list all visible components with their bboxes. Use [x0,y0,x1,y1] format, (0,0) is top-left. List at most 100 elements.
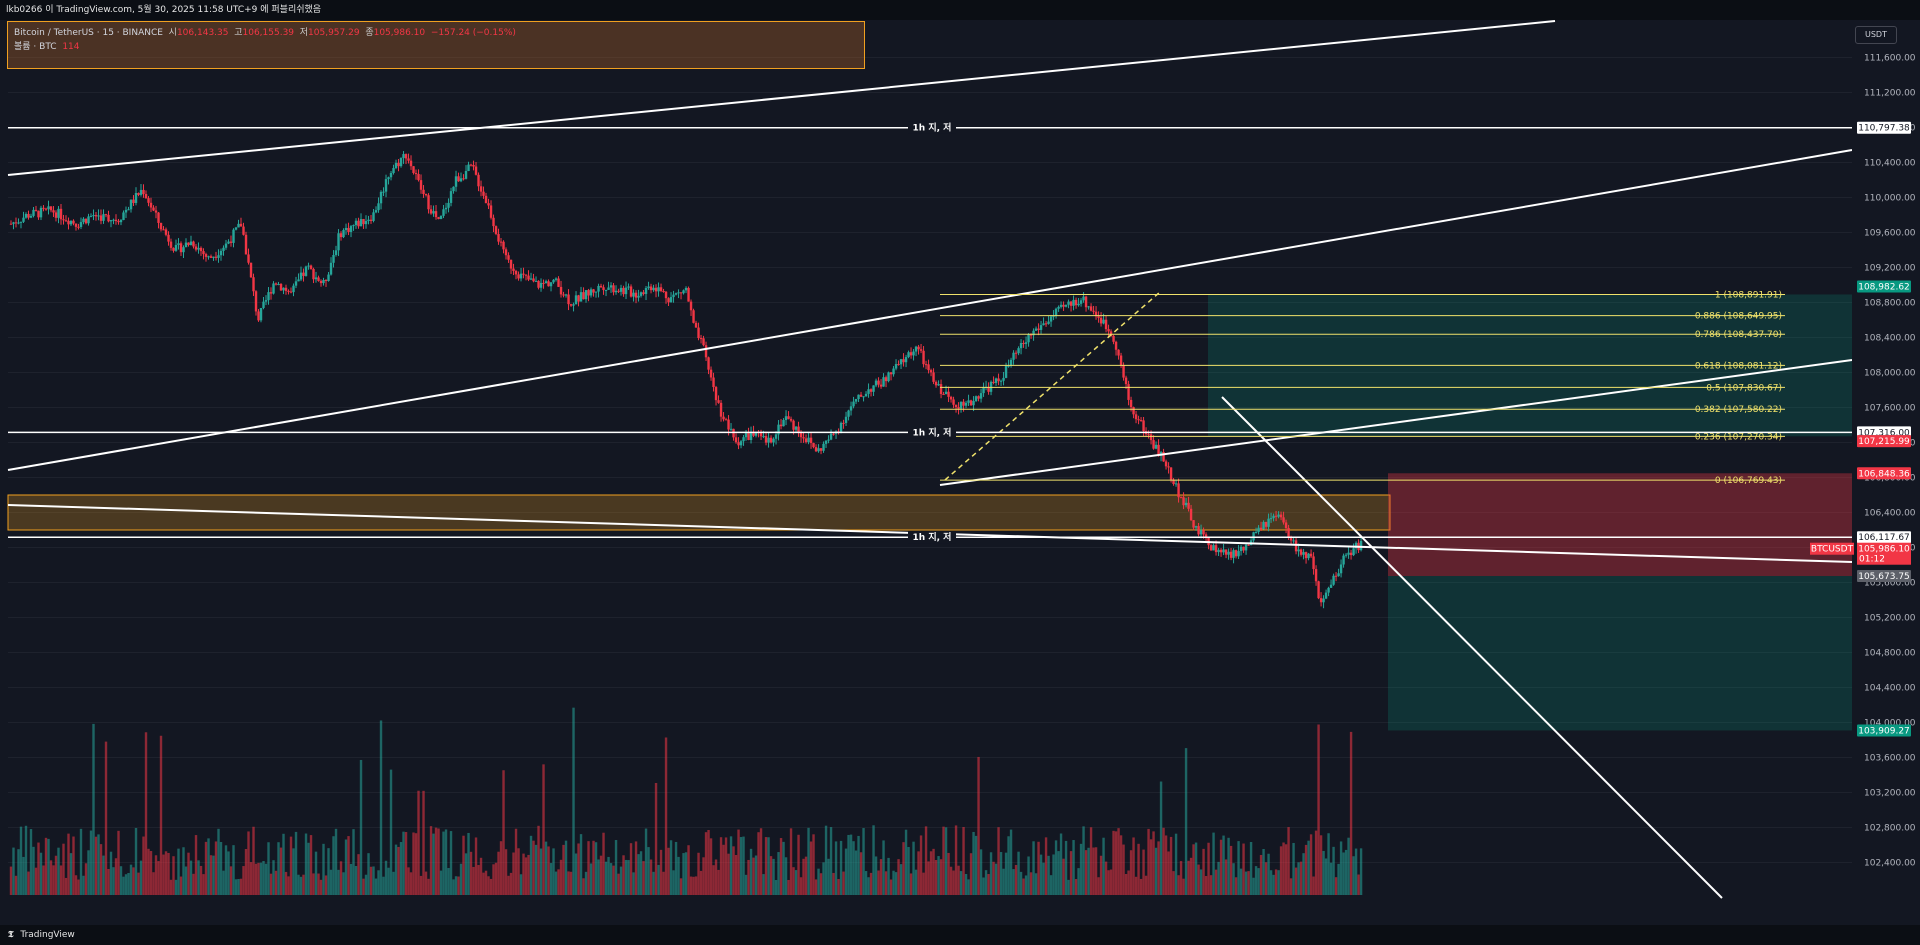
volume-bar [97,834,100,895]
candle-body [819,448,823,451]
volume-bar [232,845,235,895]
volume-bar [1129,850,1133,895]
candle-body [267,292,270,301]
candle-body [204,254,208,257]
candle [37,210,40,220]
candle [1209,544,1213,551]
candle-body [649,286,653,291]
volume-bar [832,872,835,895]
candle [162,226,165,231]
volume-bar [829,827,833,895]
candle [887,371,890,383]
candle-body [224,243,228,248]
candle-body [444,207,448,210]
price-tag-label: 106,848.36 [1858,469,1910,479]
volume-bar [952,870,955,895]
candle [492,214,495,233]
candle-body [1014,352,1018,354]
candle-body [1104,319,1108,330]
volume-bar [389,769,393,895]
candle [769,435,773,444]
candle-body [1264,521,1268,527]
volume-bar [424,871,428,895]
candle-body [1154,444,1158,449]
candle-body [589,289,593,296]
candle [429,205,433,215]
currency-button[interactable]: USDT [1855,26,1897,44]
candle-body [52,210,55,213]
candle-body [114,219,118,222]
volume-bar [1289,878,1293,895]
volume-bar [1109,869,1113,895]
candle-body [484,195,488,204]
candle [664,291,668,304]
candle [1087,305,1090,310]
volume-bar [869,872,873,895]
candle-body [852,401,855,407]
candle-body [1317,581,1320,599]
candle-body [142,189,145,195]
candle-body [354,220,358,226]
candle-body [724,419,728,421]
volume-bar [659,849,663,895]
candle-body [152,207,155,211]
candle-body [682,290,685,294]
candle-body [879,384,883,387]
candle-body [779,424,783,427]
candle-body [1187,502,1190,509]
candle-body [157,212,160,223]
candle-body [182,247,185,253]
candle [514,269,518,280]
candle-body [262,301,265,308]
candle-body [1222,549,1225,553]
volume-bar [1029,872,1033,895]
volume-bar [1124,873,1128,895]
volume-bar [937,856,940,895]
candle [1222,543,1225,556]
candle-body [689,301,693,311]
candle [1179,496,1183,499]
candle [207,255,210,260]
volume-bar [792,867,795,895]
candle-body [377,203,380,211]
volume-bar [42,865,45,895]
volume-bar [347,836,350,895]
candle [187,242,190,247]
candle [1022,340,1025,348]
candle-body [227,241,230,244]
candle [1212,543,1215,551]
volume-bar [379,720,383,895]
candle [1347,546,1350,559]
candle-body [387,177,390,180]
volume-bar [694,876,698,895]
volume-bar [1002,868,1005,895]
candle-body [1002,377,1005,381]
volume-bar [642,861,645,895]
candle [854,398,858,405]
volume-bar [724,837,728,895]
volume-bar [1062,858,1065,895]
candle-body [494,226,498,234]
candle [879,379,883,389]
candle [889,371,893,381]
candle-body [167,234,170,242]
candle-body [824,440,828,444]
volume-bar [1204,876,1208,895]
candle-body [292,285,295,293]
price-chart[interactable]: 1 (108,891.91)0.886 (108,649.95)0.786 (1… [0,20,1920,900]
candle-body [214,256,218,258]
candle-body [394,162,398,169]
candle [324,279,328,287]
candle-body [352,225,355,227]
upper-trendline [7,20,1556,176]
volume-bar [894,872,898,895]
volume-bar [67,833,70,895]
candle [1184,498,1188,508]
volume-bar [247,831,250,895]
volume-bar [144,732,148,895]
candle [59,203,63,225]
candle [992,376,995,385]
candle-body [134,193,138,203]
candle [1082,292,1085,303]
candle-body [519,273,523,279]
